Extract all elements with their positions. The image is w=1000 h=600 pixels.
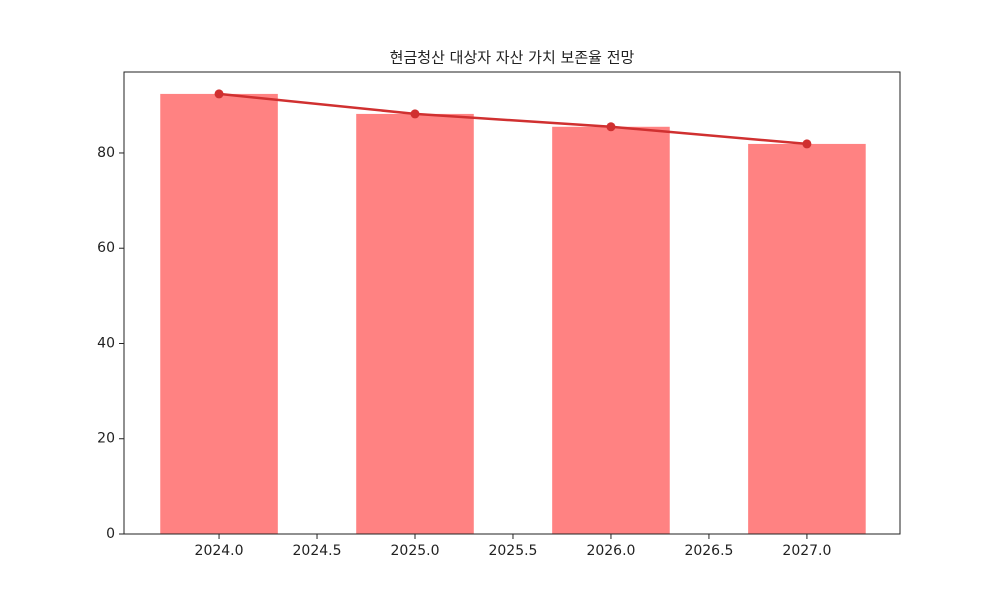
chart-title: 현금청산 대상자 자산 가치 보존율 전망 bbox=[390, 49, 635, 67]
y-tick-label: 20 bbox=[97, 431, 115, 447]
line bbox=[218, 92, 808, 146]
line-marker bbox=[410, 109, 420, 119]
y-tick-label: 60 bbox=[97, 240, 115, 256]
line-marker bbox=[802, 139, 812, 149]
x-tick-label: 2026.0 bbox=[586, 543, 635, 559]
bar bbox=[748, 143, 866, 534]
bar bbox=[160, 93, 278, 535]
x-tick-label: 2027.0 bbox=[782, 543, 831, 559]
line-marker bbox=[214, 89, 224, 99]
x-tick-label: 2024.5 bbox=[293, 543, 342, 559]
line-marker bbox=[606, 122, 616, 132]
y-tick-label: 40 bbox=[97, 335, 115, 351]
y-tick-label: 0 bbox=[106, 526, 115, 542]
bar bbox=[356, 113, 474, 535]
x-tick-label: 2026.5 bbox=[684, 543, 733, 559]
bar bbox=[552, 126, 670, 534]
x-tick-label: 2024.0 bbox=[195, 543, 244, 559]
plot-frame bbox=[123, 71, 901, 535]
y-tick-label: 80 bbox=[97, 145, 115, 161]
x-tick-label: 2025.5 bbox=[488, 543, 537, 559]
x-tick-label: 2025.0 bbox=[391, 543, 440, 559]
